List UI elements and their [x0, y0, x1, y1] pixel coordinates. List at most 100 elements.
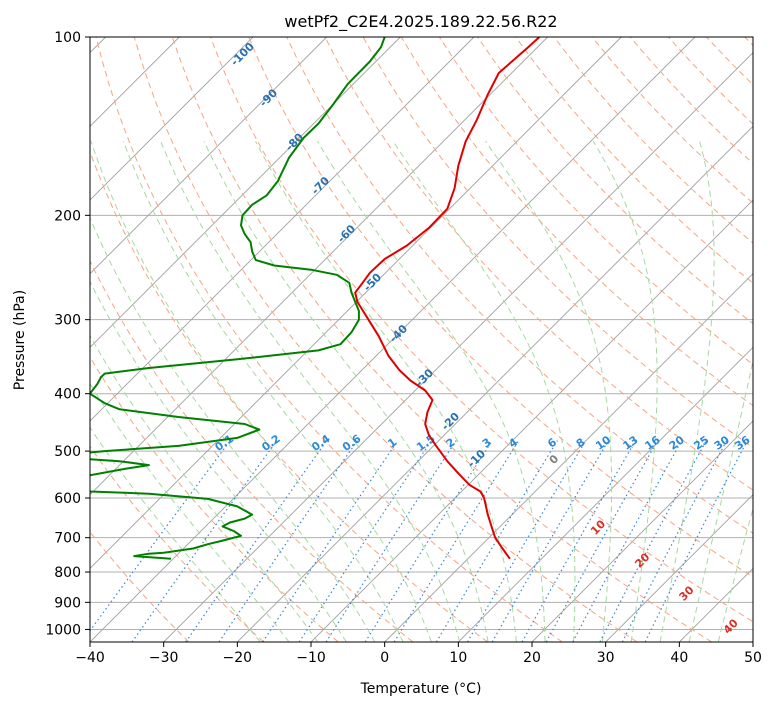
moist-adiabat-line — [123, 141, 432, 642]
moist-adiabat-line — [90, 426, 261, 642]
mixing-ratio-label: 36 — [733, 433, 753, 453]
y-tick-label: 800 — [54, 565, 81, 581]
mixing-ratio-line — [572, 440, 683, 642]
mixing-ratio-line — [599, 440, 707, 642]
dry-adiabat-line — [248, 37, 753, 578]
chart-title: wetPf2_C2E4.2025.189.22.56.R22 — [284, 12, 557, 32]
dry-adiabat-line — [438, 37, 753, 366]
moist-adiabat-label: 30 — [677, 583, 697, 603]
dry-adiabat-line — [706, 37, 753, 86]
dry-adiabat-label: -90 — [257, 86, 280, 109]
isotherm-line — [237, 125, 753, 642]
moist-adiabat-line — [90, 141, 404, 642]
dry-adiabat-line — [744, 37, 753, 47]
mixing-ratio-line — [545, 440, 659, 642]
dewpoint-trace — [90, 37, 386, 560]
dry-adiabat-label: -70 — [309, 174, 332, 197]
dry-adiabat-line — [591, 37, 753, 204]
mixing-ratio-line — [90, 440, 231, 632]
dry-adiabat-line — [477, 37, 753, 325]
isotherm-line — [752, 641, 753, 642]
mixing-ratio-label: 30 — [712, 433, 732, 453]
mixing-ratio-label: 13 — [621, 433, 641, 452]
mixing-ratio-label: 16 — [643, 433, 663, 453]
mixing-ratio-line — [644, 440, 748, 642]
dry-adiabat-label: -60 — [335, 222, 358, 245]
x-tick-label: 50 — [744, 650, 762, 666]
moist-adiabat-line — [90, 216, 376, 642]
y-tick-label: 500 — [54, 444, 81, 460]
moist-adiabat-line — [203, 141, 489, 642]
moist-adiabat-line — [255, 141, 517, 642]
mixing-ratio-line — [218, 440, 358, 642]
isotherm-line — [384, 273, 753, 642]
mixing-ratio-label: 6 — [545, 435, 559, 450]
x-tick-label: −10 — [296, 650, 326, 666]
dry-adiabat-label: -100 — [228, 40, 257, 69]
mixing-ratio-line — [521, 440, 637, 642]
moist-adiabat-line — [317, 141, 546, 642]
isotherm-line — [90, 37, 401, 348]
mixing-ratio-line — [393, 440, 520, 642]
mixing-ratio-label: 3 — [480, 436, 494, 451]
dry-adiabat-label: -30 — [413, 366, 436, 389]
plot-frame — [89, 36, 754, 643]
dry-adiabat-line — [90, 150, 488, 642]
mixing-ratio-line — [621, 440, 728, 642]
y-tick-label: 400 — [54, 387, 81, 403]
dry-adiabat-line — [90, 259, 414, 642]
dry-adiabat-line — [668, 37, 753, 125]
mixing-ratio-line — [185, 440, 328, 642]
dry-adiabat-line — [515, 37, 753, 284]
moist-adiabat-line — [392, 141, 576, 642]
moist-adiabat-line — [717, 506, 753, 642]
moist-adiabat-line — [592, 141, 658, 642]
y-tick-label: 200 — [54, 208, 81, 224]
y-tick-label: 1000 — [45, 622, 81, 638]
isotherm-line — [90, 37, 622, 569]
isotherm-line — [90, 37, 475, 422]
y-tick-label: 600 — [54, 491, 81, 507]
x-tick-label: 10 — [449, 650, 467, 666]
x-tick-label: −30 — [149, 650, 179, 666]
x-tick-label: −40 — [75, 650, 105, 666]
moist-adiabat-line — [659, 141, 715, 642]
moist-adiabat-label: 0 — [547, 452, 562, 467]
dry-adiabat-label: -10 — [465, 447, 488, 470]
dry-adiabat-line — [324, 37, 753, 491]
x-tick-label: 30 — [597, 650, 615, 666]
isotherm-line — [90, 37, 696, 642]
dry-adiabat-line — [286, 37, 753, 534]
moist-adiabat-label: 20 — [632, 550, 652, 570]
moist-adiabat-line — [688, 358, 753, 642]
mixing-ratio-label: 8 — [574, 436, 588, 451]
isotherm-line — [90, 37, 548, 496]
x-tick-label: −20 — [223, 650, 253, 666]
moist-adiabat-line — [90, 382, 290, 642]
x-axis-label: Temperature (°C) — [360, 681, 482, 697]
moist-adiabat-label: 10 — [588, 517, 608, 537]
dry-adiabat-label: -20 — [439, 410, 462, 433]
dry-adiabat-line — [171, 37, 712, 642]
y-tick-label: 300 — [54, 313, 81, 329]
y-tick-label: 100 — [54, 30, 81, 46]
moist-adiabat-line — [160, 141, 461, 642]
isotherm-line — [163, 52, 753, 642]
mixing-ratio-line — [325, 440, 457, 642]
x-tick-label: 20 — [523, 650, 541, 666]
dry-adiabat-label: -50 — [361, 270, 384, 293]
mixing-ratio-label: 1 — [385, 436, 399, 451]
mixing-ratio-line — [491, 440, 609, 642]
mixing-ratio-label: 4 — [506, 435, 520, 450]
moist-adiabat-line — [485, 141, 613, 642]
mixing-ratio-line — [364, 440, 493, 642]
isotherm-line — [458, 346, 753, 642]
x-tick-label: 0 — [380, 650, 389, 666]
dry-adiabat-line — [95, 37, 563, 642]
dry-adiabat-line — [90, 445, 264, 642]
isotherm-line — [531, 420, 753, 642]
mixing-ratio-line — [131, 440, 278, 642]
x-tick-label: 40 — [670, 650, 688, 666]
mixing-ratio-line — [435, 440, 558, 642]
